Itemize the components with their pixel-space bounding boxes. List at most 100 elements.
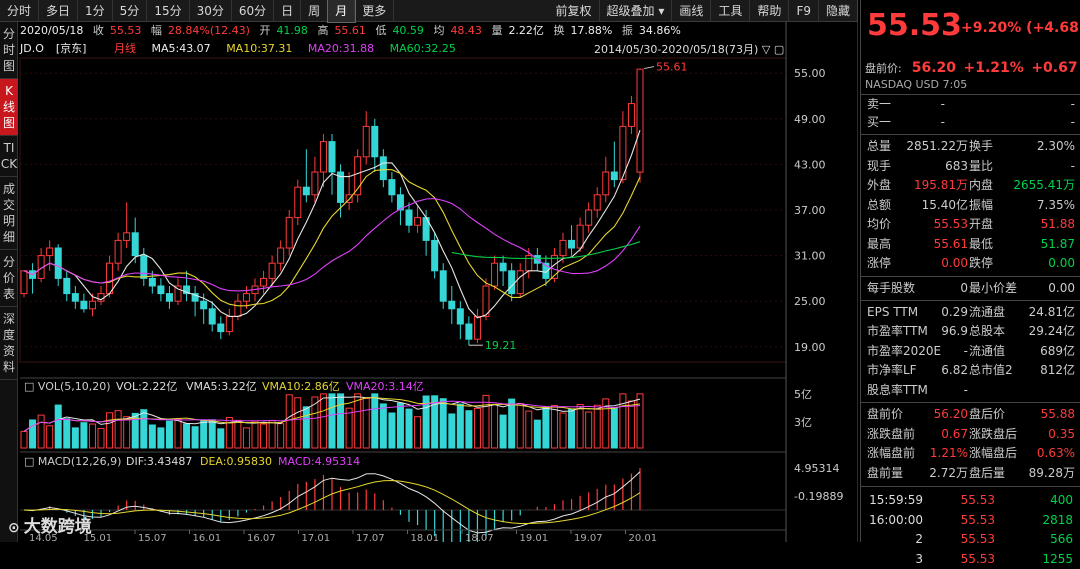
candle-body (46, 247, 54, 257)
candle-body (636, 68, 644, 173)
candle-body (200, 300, 208, 310)
volume-bar (165, 420, 173, 449)
stat-value: 2.30% (1036, 139, 1075, 153)
period-tab-3[interactable]: 5分 (113, 0, 148, 22)
stat-value: 0 (960, 280, 968, 295)
vma5-line (23, 396, 641, 432)
period-tab-4[interactable]: 15分 (147, 0, 190, 22)
fin-label: 股息率TTM (867, 382, 928, 397)
high-marker (643, 66, 655, 70)
vma10-line (23, 397, 641, 432)
fin-label: 市盈率TTM (867, 324, 928, 338)
premarket-amount: +0.67 (1031, 60, 1078, 76)
macd-dif-line (23, 471, 641, 534)
candle-body (174, 285, 182, 302)
volume-bar (636, 393, 644, 449)
toolbar-button-6[interactable]: 隐藏 (819, 0, 858, 22)
side-tab-0[interactable]: 分时图 (0, 22, 18, 79)
info-amp-label: 幅 (150, 24, 162, 37)
side-tab-5[interactable]: 深度资料 (0, 307, 18, 380)
stat-label: 最小价差 (969, 280, 1018, 295)
period-tab-2[interactable]: 1分 (78, 0, 113, 22)
ext-row: 涨跌盘前 0.67 涨跌盘后 0.35 (861, 425, 1080, 444)
window-icon[interactable]: ▢ (773, 43, 785, 56)
volume-bar (602, 398, 610, 449)
info-open: 41.98 (276, 24, 308, 37)
period-tab-1[interactable]: 多日 (39, 0, 79, 22)
ext-label: 盘后量 (969, 465, 1006, 480)
toolbar-button-5[interactable]: F9 (789, 0, 819, 22)
side-tab-2[interactable]: TICK (0, 136, 18, 177)
separator (861, 402, 1080, 403)
volume-bar (217, 428, 225, 449)
ma5-line (23, 130, 641, 319)
side-tab-3[interactable]: 成交明细 (0, 177, 18, 250)
volume-bar (396, 402, 404, 449)
toolbar-button-1[interactable]: 超级叠加 ▾ (600, 0, 673, 22)
stat-label: 最低 (969, 236, 994, 251)
stat-value: 51.87 (1040, 236, 1075, 251)
period-tab-7[interactable]: 日 (274, 0, 302, 22)
x-tick-label: 16.07 (247, 533, 276, 542)
stat-row: 总额 15.40亿 振幅 7.35% (861, 196, 1080, 215)
candle-body (268, 262, 276, 279)
volume-bar (371, 393, 379, 449)
price-tick: 31.00 (794, 250, 826, 263)
volume-bar (302, 406, 310, 449)
volume-bar (234, 419, 242, 449)
volume-bar (260, 423, 268, 449)
stat-row: 最高 55.61 最低 51.87 (861, 235, 1080, 254)
stat-row: 现手 683 量比 - (861, 157, 1080, 176)
stat-value: 55.61 (933, 236, 968, 251)
volume-bar (277, 423, 285, 449)
candle-body (157, 285, 165, 295)
toolbar-button-4[interactable]: 帮助 (750, 0, 790, 22)
quote-panel: 55.53 +9.20% (+4.68) 盘前价: 56.20 +1.21% +0… (860, 0, 1080, 566)
volume-bar (354, 393, 362, 449)
dropdown-icon[interactable]: ▽ (761, 43, 771, 56)
fin-label: EPS TTM (867, 304, 919, 319)
stat-value: 55.53 (933, 217, 968, 231)
ma20-line (23, 198, 641, 292)
price-tick: 25.00 (794, 295, 826, 308)
ext-value: 1.21% (929, 446, 968, 460)
volume-bar (491, 404, 499, 449)
ext-label: 涨跌盘前 (867, 426, 916, 441)
fin-row: EPS TTM 0.29 流通盘 24.81亿 (861, 303, 1080, 322)
side-tab-4[interactable]: 分价表 (0, 250, 18, 307)
toolbar-button-2[interactable]: 画线 (672, 0, 712, 22)
period-tab-9[interactable]: 月 (327, 0, 357, 23)
period-tab-0[interactable]: 分时 (0, 0, 40, 22)
book-size: - (1070, 115, 1075, 129)
period-tab-8[interactable]: 周 (301, 0, 329, 22)
ext-value: 0.67 (941, 426, 968, 441)
fin-row: 市盈率TTM 96.9 总股本 29.24亿 (861, 322, 1080, 341)
fin-value: 96.9 (941, 324, 968, 338)
period-label: 月线 (113, 42, 136, 55)
date-range[interactable]: 2014/05/30-2020/05/18(73月) ▽ ▢ (594, 41, 784, 57)
candle-body (191, 293, 199, 302)
x-tick-label: 14.05 (29, 533, 58, 542)
period-tab-6[interactable]: 60分 (232, 0, 275, 22)
fin-value: 812亿 (1040, 363, 1075, 377)
candle-body (371, 125, 379, 158)
period-tab-10[interactable]: 更多 (355, 0, 395, 22)
stat-value: 0.00 (1048, 280, 1075, 295)
toolbar-button-3[interactable]: 工具 (711, 0, 751, 22)
premarket-line: 盘前价: 56.20 +1.21% +0.67 (865, 60, 1078, 76)
volume-bar (20, 430, 28, 449)
kline-chart[interactable]: 55.00 49.00 43.00 37.00 31.00 25.00 19.00 55.61… (0, 0, 858, 542)
toolbar-button-0[interactable]: 前复权 (549, 0, 600, 22)
info-avg: 48.43 (450, 24, 482, 37)
stat-label: 涨停 (867, 256, 892, 270)
x-tick-label: 18.07 (465, 533, 494, 542)
price-tick: 49.00 (794, 113, 826, 126)
period-tab-5[interactable]: 30分 (190, 0, 232, 22)
candle-body (337, 171, 345, 203)
watermark-text: 大数跨境 (23, 517, 92, 537)
fin-row: 市盈率2020E - 流通值 689亿 (861, 342, 1080, 361)
macd-value: MACD:4.95314 (278, 455, 360, 468)
side-tab-1[interactable]: K线图 (0, 79, 18, 136)
x-tick-label: 19.01 (520, 533, 549, 542)
ext-label: 涨幅盘前 (867, 446, 916, 460)
